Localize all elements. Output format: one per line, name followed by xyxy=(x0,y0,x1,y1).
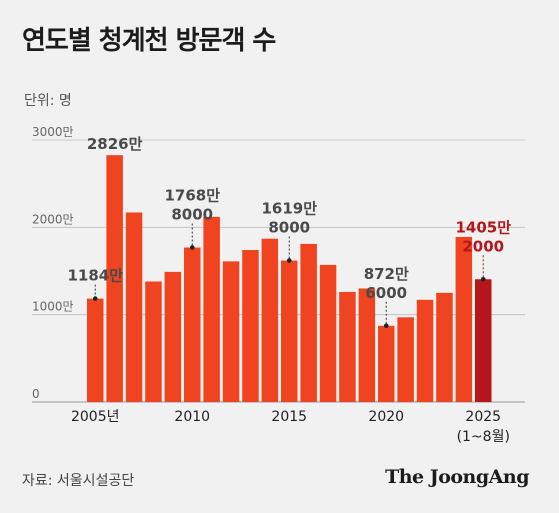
bar-2021 xyxy=(397,317,414,402)
unit-label: 단위: 명 xyxy=(24,93,72,109)
bar-2024 xyxy=(455,236,473,402)
annotation-label: 2000 xyxy=(462,237,504,255)
annotation-leaders xyxy=(92,223,486,329)
annotation-label: 1405만 xyxy=(455,218,511,236)
annotation-label: 8000 xyxy=(268,219,310,237)
annotation-label: 8000 xyxy=(171,206,213,224)
annotation-label: 872만 xyxy=(364,265,409,283)
bar-2017 xyxy=(319,264,337,402)
leader-dot xyxy=(286,258,292,263)
y-tick-label: 3000만 xyxy=(32,125,74,139)
bar-2016 xyxy=(300,243,317,402)
bar-2022 xyxy=(416,299,434,402)
x-tick-label: 2010 xyxy=(174,409,210,425)
bar-2010 xyxy=(184,247,201,402)
bar-2006 xyxy=(106,155,123,402)
y-tick-labels: 0 1000만 2000만 3000만 xyxy=(32,125,74,401)
bar-2023 xyxy=(436,292,453,402)
source-note: 자료: 서울시설공단 xyxy=(22,473,135,489)
bar-2015 xyxy=(281,260,298,402)
y-tick-label: 2000만 xyxy=(32,212,74,226)
x-tick-label: 2015 xyxy=(271,409,307,425)
bar-2025 xyxy=(475,279,492,402)
x-tick-label: 2020 xyxy=(368,409,404,425)
annotation-label: 1184만 xyxy=(67,267,123,285)
bar-2008 xyxy=(145,281,162,402)
bar-2012 xyxy=(222,261,240,402)
x-tick-sublabel: (1~8월) xyxy=(457,429,510,445)
y-tick-label: 1000만 xyxy=(32,300,74,314)
bar-2020 xyxy=(378,325,395,402)
x-tick-labels: 2005년 2010 2015 2020 2025 (1~8월) xyxy=(71,409,510,445)
y-tick-label: 0 xyxy=(32,387,40,401)
annotation-label: 1768만 xyxy=(164,187,220,205)
bar-2013 xyxy=(242,250,259,402)
bars xyxy=(87,155,492,402)
leader-dot xyxy=(480,276,486,282)
bar-2018 xyxy=(339,291,356,402)
annotation-label: 2826만 xyxy=(87,135,143,153)
leader-dot xyxy=(92,296,98,301)
bar-2005 xyxy=(87,298,104,402)
bar-2019 xyxy=(358,288,376,402)
annotation-label: 1619만 xyxy=(261,200,317,218)
leader-dot xyxy=(189,245,195,250)
leader-dot xyxy=(383,323,389,329)
bar-2007 xyxy=(125,212,143,402)
brand-logo: The JoongAng xyxy=(385,466,529,488)
x-tick-label: 2005년 xyxy=(71,409,120,425)
bar-2011 xyxy=(203,216,220,402)
chart-title: 연도별 청계천 방문객 수 xyxy=(22,26,276,56)
x-tick-label: 2025 xyxy=(465,409,501,425)
annotation-label: 6000 xyxy=(365,284,407,302)
bar-2014 xyxy=(261,238,279,402)
bar-2009 xyxy=(164,271,182,402)
